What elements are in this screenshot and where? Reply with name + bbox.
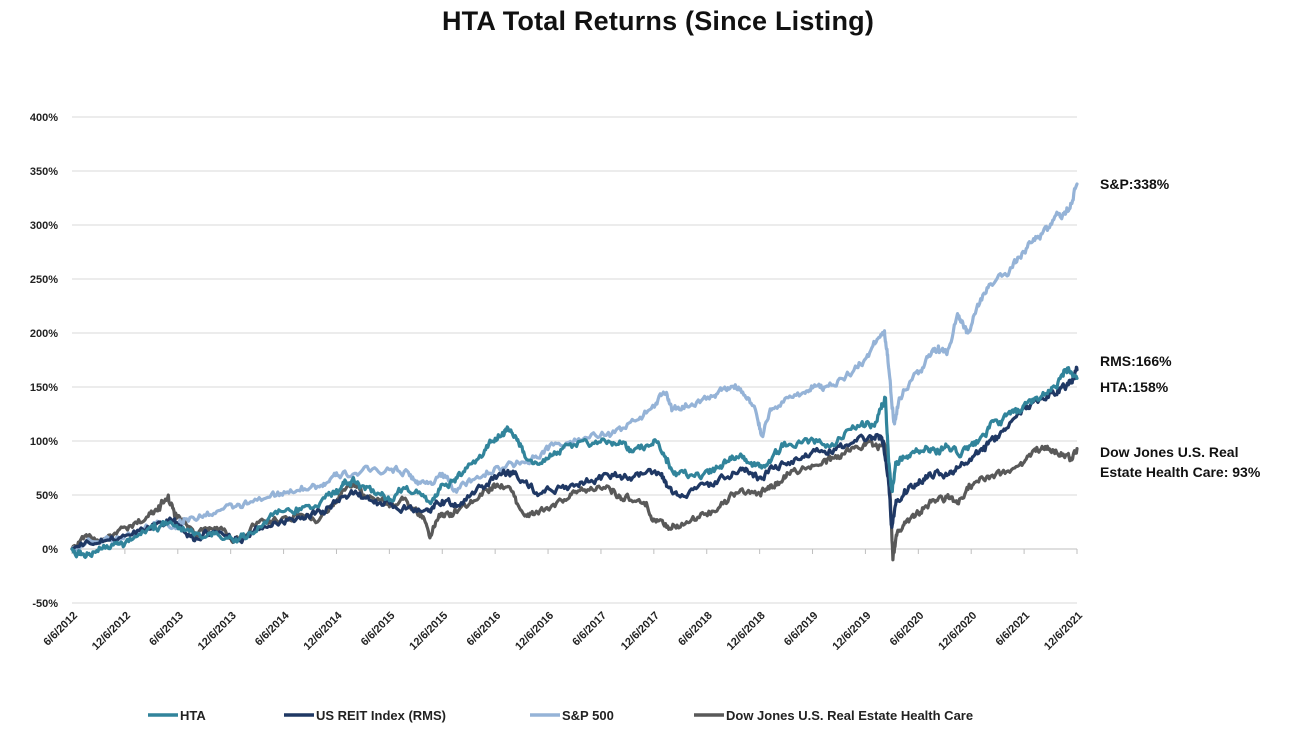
- x-tick-label: 12/6/2020: [936, 610, 979, 653]
- x-tick-label: 6/6/2017: [570, 610, 609, 649]
- y-tick-label: 0%: [42, 544, 58, 556]
- y-tick-label: 150%: [30, 382, 58, 394]
- x-tick-label: 6/6/2015: [359, 610, 398, 649]
- x-tick-label: 12/6/2012: [90, 610, 133, 653]
- x-tick-label: 6/6/2014: [253, 609, 292, 648]
- series-line: [70, 366, 1079, 559]
- annotations: S&P:338% RMS:166% HTA:158% Dow Jones U.S. R…: [1100, 176, 1261, 480]
- x-tick-label: 6/6/2019: [782, 610, 821, 649]
- y-tick-label: 100%: [30, 436, 58, 448]
- x-tick-label: 6/6/2021: [993, 610, 1032, 649]
- legend-label: HTA: [180, 708, 206, 723]
- y-tick-label: 350%: [30, 166, 58, 178]
- series-end-annotation: Dow Jones U.S. Real: [1100, 444, 1238, 460]
- x-tick-label: 12/6/2014: [302, 609, 346, 653]
- x-tick-label: 12/6/2013: [196, 610, 239, 653]
- x-tick-label: 6/6/2012: [41, 610, 80, 649]
- series-end-annotation: S&P:338%: [1100, 176, 1170, 192]
- series-line: [70, 439, 1079, 562]
- x-tick-label: 6/6/2018: [676, 610, 715, 649]
- x-tick-label: 12/6/2016: [513, 610, 556, 653]
- series-line: [70, 365, 1079, 551]
- x-tick-label: 12/6/2019: [830, 610, 873, 653]
- series-lines: [70, 182, 1079, 562]
- y-tick-label: 400%: [30, 112, 58, 124]
- x-tick-labels: 6/6/2012 12/6/2012 6/6/2013 12/6/2013 6/6/20…: [41, 609, 1085, 653]
- y-tick-label: 300%: [30, 220, 58, 232]
- series-end-annotation: Estate Health Care: 93%: [1100, 464, 1261, 480]
- y-tick-label: 50%: [36, 490, 58, 502]
- axes: [71, 548, 1078, 554]
- x-tick-label: 6/6/2016: [465, 610, 504, 649]
- legend: HTA US REIT Index (RMS) S&P 500 Dow Jones U…: [148, 708, 973, 723]
- y-tick-label: 250%: [30, 274, 58, 286]
- y-tick-label: -50%: [32, 598, 58, 610]
- x-tick-label: 12/6/2015: [407, 610, 450, 653]
- legend-label: US REIT Index (RMS): [316, 708, 446, 723]
- x-tick-label: 12/6/2017: [619, 610, 662, 653]
- series-line: [70, 182, 1079, 552]
- x-tick-label: 12/6/2021: [1042, 610, 1085, 653]
- y-tick-labels: -50% 0% 50% 100% 150% 200% 250% 300% 350% 400%: [30, 112, 58, 610]
- x-tick-label: 6/6/2013: [147, 610, 186, 649]
- y-tick-label: 200%: [30, 328, 58, 340]
- x-tick-label: 6/6/2020: [888, 610, 927, 649]
- series-end-annotation: HTA:158%: [1100, 379, 1169, 395]
- x-tick-label: 12/6/2018: [725, 610, 768, 653]
- chart-title: HTA Total Returns (Since Listing): [441, 6, 875, 36]
- legend-label: S&P 500: [562, 708, 614, 723]
- legend-label: Dow Jones U.S. Real Estate Health Care: [726, 708, 973, 723]
- series-end-annotation: RMS:166%: [1100, 353, 1172, 369]
